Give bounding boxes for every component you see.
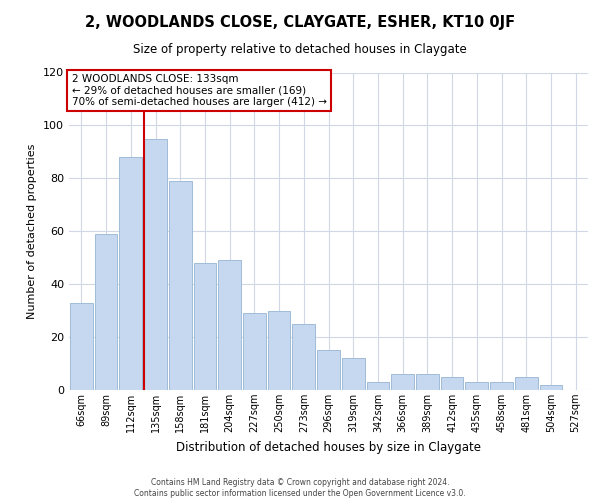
Bar (391, 374, 414, 390)
Text: 2 WOODLANDS CLOSE: 133sqm
← 29% of detached houses are smaller (169)
70% of semi: 2 WOODLANDS CLOSE: 133sqm ← 29% of detac… (71, 74, 326, 108)
Bar (169, 181, 191, 390)
Bar (317, 350, 340, 390)
Bar (490, 382, 513, 390)
Bar (95, 234, 118, 390)
Bar (194, 263, 216, 390)
Bar (367, 382, 389, 390)
Bar (292, 324, 315, 390)
X-axis label: Distribution of detached houses by size in Claygate: Distribution of detached houses by size … (176, 440, 481, 454)
Bar (218, 260, 241, 390)
Bar (144, 138, 167, 390)
Bar (441, 377, 463, 390)
Text: Size of property relative to detached houses in Claygate: Size of property relative to detached ho… (133, 42, 467, 56)
Bar (243, 314, 266, 390)
Text: Contains HM Land Registry data © Crown copyright and database right 2024.
Contai: Contains HM Land Registry data © Crown c… (134, 478, 466, 498)
Bar (119, 157, 142, 390)
Bar (466, 382, 488, 390)
Bar (416, 374, 439, 390)
Bar (70, 302, 93, 390)
Bar (342, 358, 365, 390)
Y-axis label: Number of detached properties: Number of detached properties (28, 144, 37, 319)
Bar (515, 377, 538, 390)
Text: 2, WOODLANDS CLOSE, CLAYGATE, ESHER, KT10 0JF: 2, WOODLANDS CLOSE, CLAYGATE, ESHER, KT1… (85, 15, 515, 30)
Bar (539, 384, 562, 390)
Bar (268, 310, 290, 390)
